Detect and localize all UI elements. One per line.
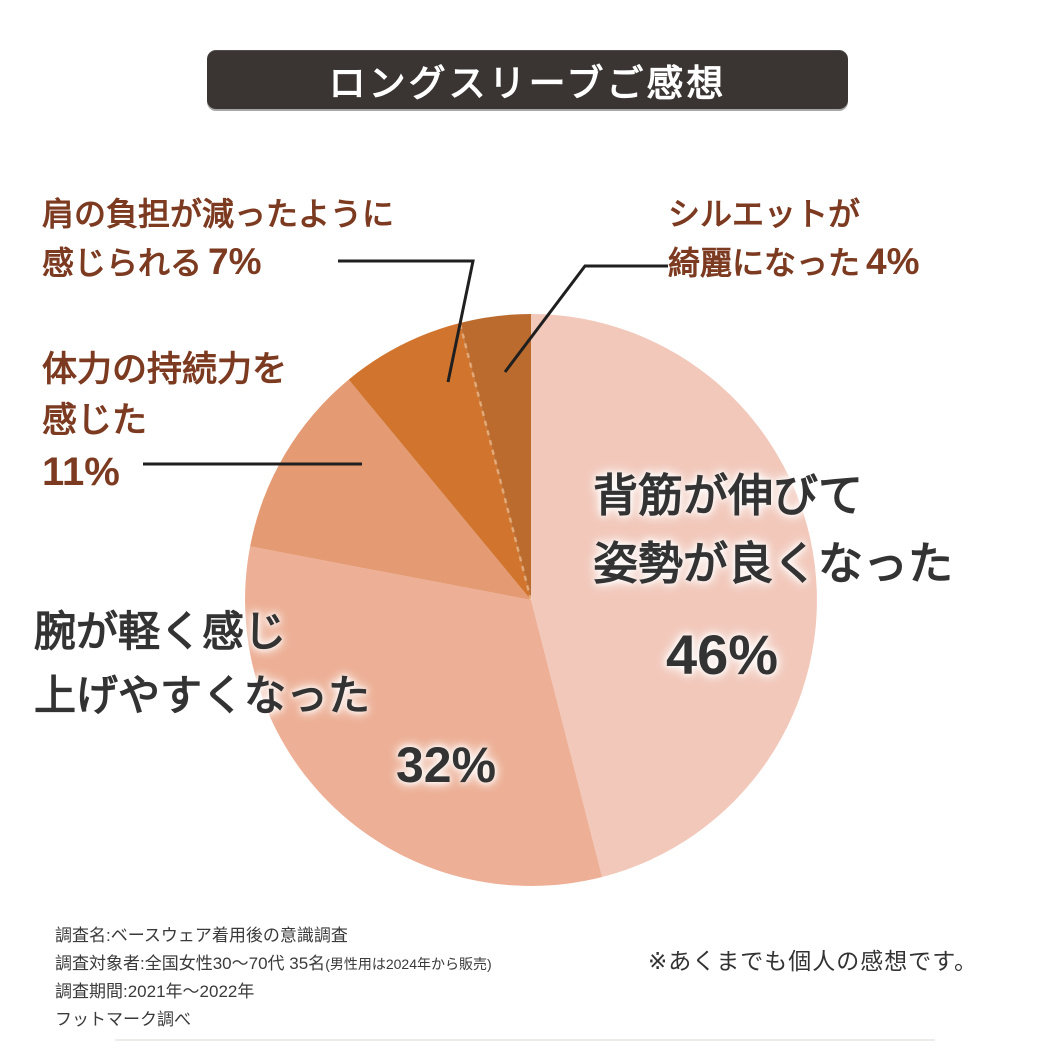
label-stamina-line2: 感じた [42,401,148,440]
label-shoulder-burden: 肩の負担が減ったように 感じられる 7% [42,190,394,287]
survey-period: 調査期間:2021年〜2022年 [55,982,255,1001]
label-arm-light: 腕が軽く感じ 上げやすくなった [34,600,370,728]
pie-slice [250,379,531,600]
label-stamina-pct: 11% [42,450,120,494]
label-shoulder-pct: 7% [208,241,262,282]
label-arm-line2: 上げやすくなった [34,672,371,719]
pie-slice [245,546,603,886]
title-banner: ロングスリーブご感想 [207,50,848,109]
pie-slice [531,314,817,877]
label-silhouette-line2: 綺麗になった [668,245,861,281]
survey-source: フットマーク調べ [55,1010,191,1029]
callout-line [338,259,475,383]
label-arm-pct: 32% [396,737,497,793]
survey-name: 調査名:ベースウェア着用後の意識調査 [55,926,348,945]
label-stamina: 体力の持続力を 感じた 11% [42,344,287,498]
label-stamina-line1: 体力の持続力を [42,350,288,389]
survey-subjects: 調査対象者:全国女性30〜70代 35名 [55,954,326,973]
pie-slice [348,323,531,600]
label-shoulder-line2: 感じられる [42,245,203,281]
page-title: ロングスリーブご感想 [328,62,727,104]
label-posture-line2: 姿勢が良くなった [593,538,954,589]
label-shoulder-line1: 肩の負担が減ったように [42,196,395,232]
label-silhouette: シルエットが 綺麗になった 4% [668,190,920,287]
disclaimer-note: ※あくまでも個人の感想です。 [648,948,978,974]
callout-line [503,264,668,373]
bottom-divider [115,1039,935,1041]
label-arm-line1: 腕が軽く感じ [34,608,287,655]
label-silhouette-pct: 4% [866,241,920,282]
slice-divider-dashed [458,322,533,601]
survey-subjects-note: (男性用は2024年から販売) [325,956,492,972]
label-posture: 背筋が伸びて 姿勢が良くなった [593,462,953,598]
label-posture-line1: 背筋が伸びて [593,470,864,521]
label-silhouette-line1: シルエットが [668,196,861,232]
label-posture-pct: 46% [666,623,779,686]
pie-slice [459,314,531,600]
survey-footnotes: 調査名:ベースウェア着用後の意識調査 調査対象者:全国女性30〜70代 35名(… [55,922,492,1034]
